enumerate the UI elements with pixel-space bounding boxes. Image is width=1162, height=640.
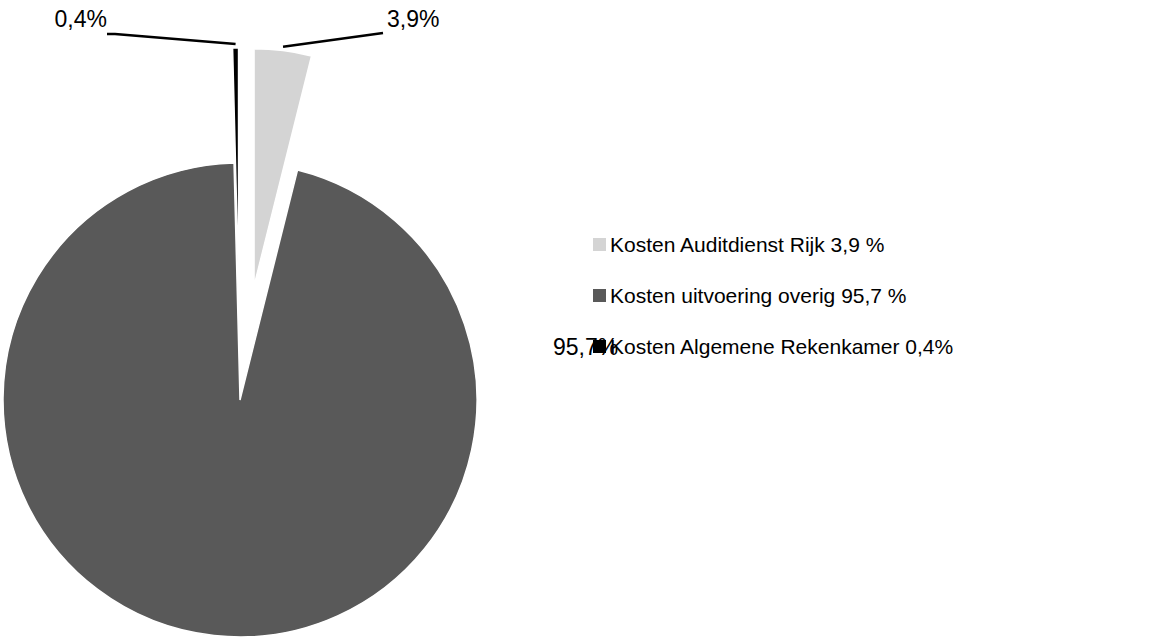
pie-slice — [233, 48, 239, 285]
data-label: 3,9% — [387, 6, 439, 32]
legend-label: Kosten Auditdienst Rijk 3,9 % — [610, 233, 884, 256]
pie — [3, 48, 477, 637]
legend: Kosten Auditdienst Rijk 3,9 % Kosten uitv… — [593, 233, 953, 358]
leader-line — [107, 34, 236, 44]
data-label: 0,4% — [55, 6, 107, 32]
legend-swatch — [593, 289, 606, 302]
data-label: 95,7% — [553, 334, 618, 360]
chart: 3,9% 95,7% 0,4% Kosten Auditdienst Rijk 3,9… — [0, 0, 1162, 640]
legend-label: Kosten Algemene Rekenkamer 0,4% — [610, 335, 953, 358]
legend-label: Kosten uitvoering overig 95,7 % — [610, 284, 907, 307]
pie-slice — [3, 163, 477, 637]
legend-swatch — [593, 340, 606, 353]
legend-swatch — [593, 238, 606, 251]
data-labels: 3,9% 95,7% 0,4% — [55, 6, 619, 360]
leader-line — [283, 33, 383, 47]
